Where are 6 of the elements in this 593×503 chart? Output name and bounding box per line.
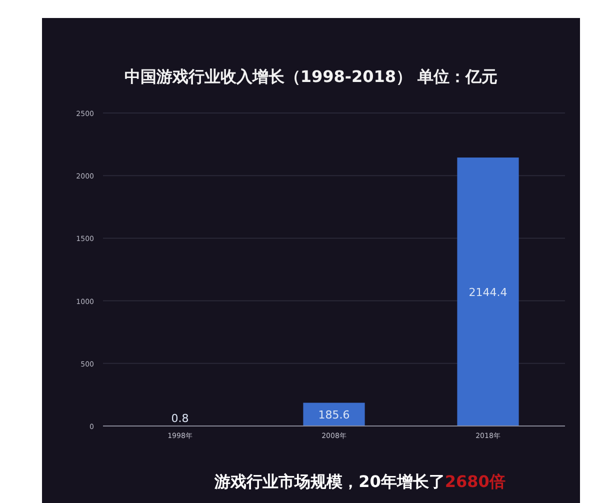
text: 2680倍 — [444, 472, 506, 491]
chart-title: 中国游戏行业收入增长（1998-2018） 单位：亿元 — [124, 67, 498, 86]
data-label: 0.8 — [171, 412, 189, 425]
data-label: 2144.4 — [468, 286, 508, 299]
text: 游戏行业市场规模，20年增长了 — [214, 472, 445, 491]
data-label: 185.6 — [318, 408, 350, 422]
